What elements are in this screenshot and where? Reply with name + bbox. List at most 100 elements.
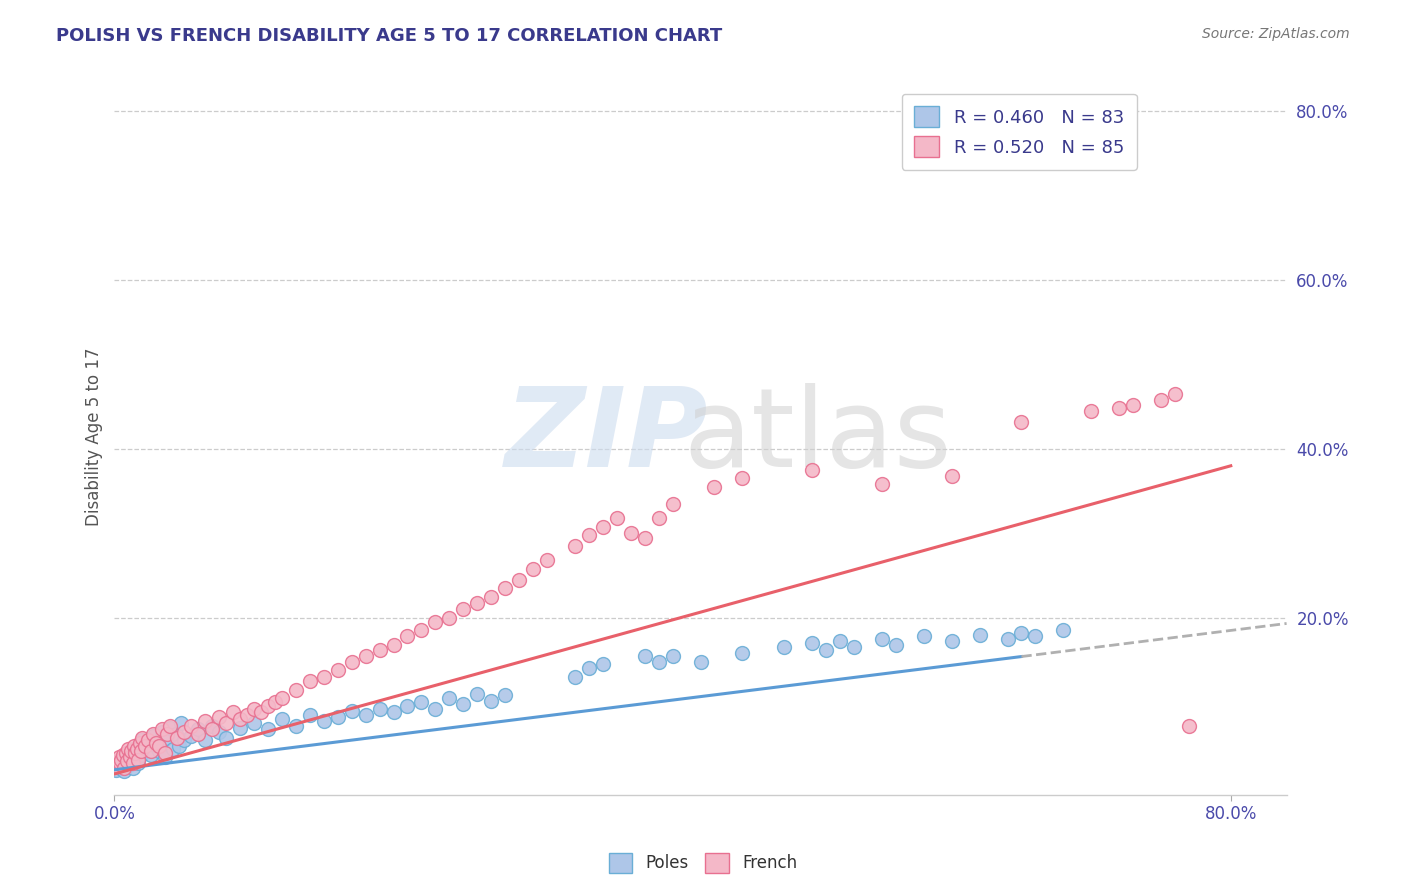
Point (411, 624, 433, 638)
Text: atlas: atlas (683, 383, 952, 490)
Point (425, 702, 447, 716)
Point (340, 655, 363, 669)
Point (731, 646, 754, 660)
Point (578, 661, 600, 675)
Point (134, 739, 156, 753)
Point (439, 690, 461, 705)
Point (425, 615, 447, 629)
Point (451, 697, 474, 711)
Point (180, 729, 202, 743)
Point (815, 643, 838, 657)
Point (243, 716, 266, 731)
Point (368, 702, 391, 716)
Point (229, 721, 252, 735)
Point (122, 741, 145, 756)
Point (298, 674, 321, 689)
Point (969, 627, 991, 641)
Point (479, 590, 502, 604)
Point (312, 670, 335, 684)
Point (165, 727, 187, 741)
Point (107, 754, 129, 768)
Point (912, 629, 935, 643)
Text: Source: ZipAtlas.com: Source: ZipAtlas.com (1202, 27, 1350, 41)
Point (142, 727, 165, 741)
Point (120, 747, 142, 762)
Point (125, 741, 148, 756)
Point (647, 655, 669, 669)
Point (731, 471, 754, 485)
Point (156, 731, 179, 745)
Point (368, 643, 391, 657)
Point (134, 741, 156, 756)
Point (870, 477, 893, 491)
Point (208, 710, 231, 724)
Legend: Poles, French: Poles, French (602, 847, 804, 880)
Point (842, 640, 865, 655)
Point (1011, 626, 1033, 640)
Point (115, 754, 138, 768)
Point (465, 687, 488, 701)
Point (284, 719, 307, 733)
Point (508, 573, 530, 587)
Point (801, 636, 824, 650)
Legend: R = 0.460   N = 83, R = 0.520   N = 85: R = 0.460 N = 83, R = 0.520 N = 85 (901, 94, 1137, 169)
Point (173, 733, 195, 747)
Point (451, 602, 474, 616)
Point (941, 634, 963, 648)
Point (201, 719, 224, 733)
Point (354, 648, 377, 663)
Point (578, 528, 600, 542)
Point (201, 723, 224, 737)
Point (108, 761, 131, 775)
Point (257, 723, 280, 737)
Point (173, 724, 195, 739)
Point (326, 710, 349, 724)
Point (801, 463, 824, 477)
Point (128, 738, 150, 752)
Point (111, 747, 134, 762)
Point (522, 562, 544, 576)
Point (1024, 629, 1046, 643)
Point (112, 764, 135, 779)
Point (145, 736, 167, 750)
Point (162, 741, 184, 756)
Point (167, 739, 190, 753)
Point (127, 753, 149, 767)
Point (1011, 415, 1033, 429)
Point (124, 750, 146, 764)
Text: POLISH VS FRENCH DISABILITY AGE 5 TO 17 CORRELATION CHART: POLISH VS FRENCH DISABILITY AGE 5 TO 17 … (56, 27, 723, 45)
Text: ZIP: ZIP (505, 383, 709, 490)
Point (117, 741, 139, 756)
Point (187, 723, 209, 737)
Point (129, 744, 152, 758)
Point (104, 763, 127, 777)
Point (150, 724, 173, 739)
Point (215, 716, 238, 731)
Point (236, 707, 259, 722)
Point (465, 596, 488, 610)
Point (592, 657, 614, 672)
Point (703, 480, 725, 494)
Point (121, 761, 143, 775)
Point (108, 756, 131, 770)
Point (222, 706, 245, 720)
Point (105, 758, 128, 772)
Point (150, 723, 173, 737)
Point (634, 531, 657, 545)
Point (170, 716, 193, 731)
Point (439, 611, 461, 625)
Point (661, 648, 683, 663)
Point (564, 670, 586, 684)
Point (250, 706, 273, 720)
Y-axis label: Disability Age 5 to 17: Disability Age 5 to 17 (86, 347, 103, 525)
Point (592, 519, 614, 533)
Point (148, 744, 170, 758)
Point (110, 756, 132, 770)
Point (264, 695, 287, 709)
Point (131, 733, 153, 747)
Point (229, 712, 252, 726)
Point (118, 750, 141, 764)
Point (148, 739, 170, 753)
Point (382, 638, 405, 652)
Point (127, 756, 149, 770)
